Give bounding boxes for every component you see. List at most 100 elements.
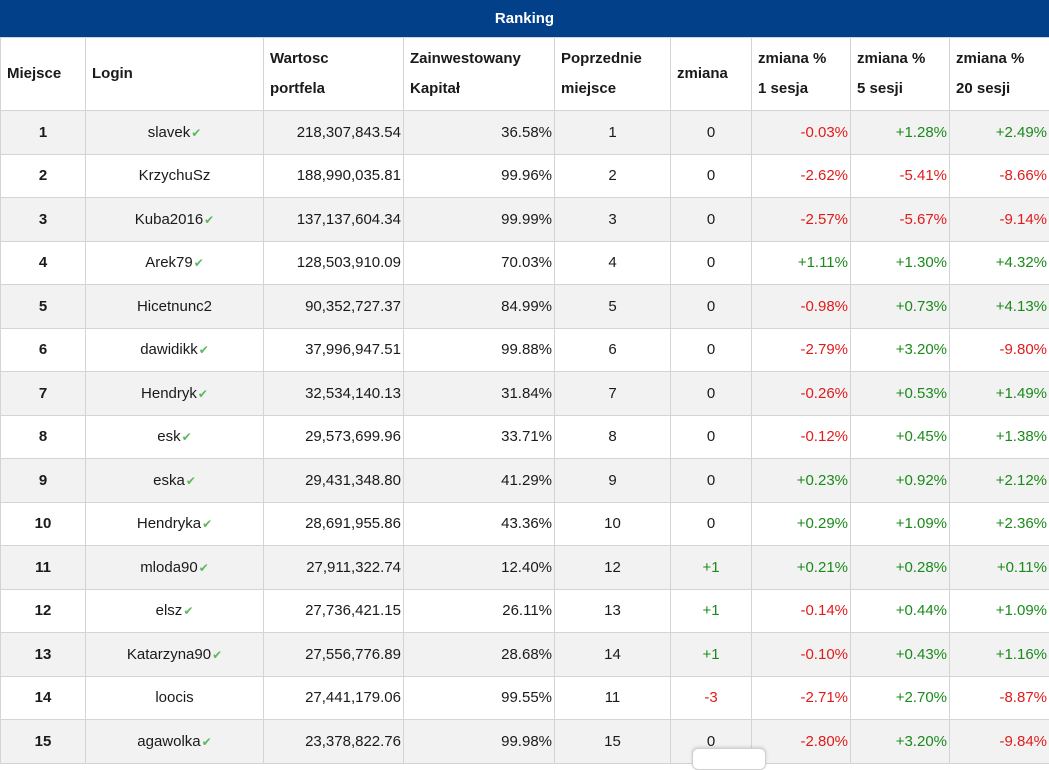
change-1-session-cell: -0.14%	[752, 589, 851, 633]
login-link[interactable]: KrzychuSz	[139, 167, 211, 184]
check-icon: ✔	[212, 648, 222, 662]
login-cell[interactable]: loocis	[86, 676, 264, 720]
change-5-sessions-cell: +0.44%	[851, 589, 950, 633]
change-5-sessions-cell: +0.45%	[851, 415, 950, 459]
portfolio-value-cell: 29,573,699.96	[264, 415, 404, 459]
check-icon: ✔	[183, 604, 193, 618]
invested-capital-cell: 28.68%	[404, 633, 555, 677]
col-header-zmiana-5-sesji[interactable]: zmiana %5 sesji	[851, 38, 950, 111]
change-cell: 0	[671, 502, 752, 546]
header-label-line1: Login	[92, 65, 133, 82]
login-cell[interactable]: Katarzyna90✔	[86, 633, 264, 677]
invested-capital-cell: 99.96%	[404, 154, 555, 198]
login-link[interactable]: elsz	[156, 602, 183, 619]
col-header-login[interactable]: Login	[86, 38, 264, 111]
change-5-sessions-cell: +0.92%	[851, 459, 950, 503]
login-cell[interactable]: dawidikk✔	[86, 328, 264, 372]
rank-cell: 2	[1, 154, 86, 198]
rank-cell: 13	[1, 633, 86, 677]
col-header-miejsce[interactable]: Miejsce	[1, 38, 86, 111]
login-link[interactable]: Arek79	[145, 254, 193, 271]
login-link[interactable]: Hendryka	[137, 515, 201, 532]
floating-tab[interactable]	[692, 748, 766, 770]
change-1-session-cell: -0.03%	[752, 111, 851, 155]
login-link[interactable]: Kuba2016	[135, 211, 203, 228]
col-header-zmiana[interactable]: zmiana	[671, 38, 752, 111]
login-link[interactable]: mloda90	[140, 559, 198, 576]
login-link[interactable]: Hendryk	[141, 385, 197, 402]
login-link[interactable]: dawidikk	[140, 341, 198, 358]
login-cell[interactable]: agawolka✔	[86, 720, 264, 764]
login-link[interactable]: slavek	[148, 124, 191, 141]
change-20-sessions-cell: +4.32%	[950, 241, 1049, 285]
change-1-session-cell: +0.23%	[752, 459, 851, 503]
login-link[interactable]: esk	[157, 428, 180, 445]
login-cell[interactable]: slavek✔	[86, 111, 264, 155]
rank-cell: 9	[1, 459, 86, 503]
login-cell[interactable]: elsz✔	[86, 589, 264, 633]
col-header-zmiana-1-sesja[interactable]: zmiana %1 sesja	[752, 38, 851, 111]
portfolio-value-cell: 27,736,421.15	[264, 589, 404, 633]
login-cell[interactable]: KrzychuSz	[86, 154, 264, 198]
change-5-sessions-cell: +3.20%	[851, 328, 950, 372]
change-5-sessions-cell: +0.28%	[851, 546, 950, 590]
login-link[interactable]: Hicetnunc2	[137, 298, 212, 315]
previous-place-cell: 13	[555, 589, 671, 633]
login-cell[interactable]: eska✔	[86, 459, 264, 503]
invested-capital-cell: 84.99%	[404, 285, 555, 329]
login-link[interactable]: loocis	[155, 689, 193, 706]
change-1-session-cell: -0.26%	[752, 372, 851, 416]
previous-place-cell: 11	[555, 676, 671, 720]
login-cell[interactable]: mloda90✔	[86, 546, 264, 590]
change-cell: 0	[671, 415, 752, 459]
change-20-sessions-cell: +1.16%	[950, 633, 1049, 677]
rank-cell: 1	[1, 111, 86, 155]
header-label-line1: zmiana %	[956, 50, 1024, 67]
change-20-sessions-cell: -9.80%	[950, 328, 1049, 372]
header-label-line2: miejsce	[561, 80, 616, 97]
change-1-session-cell: +0.21%	[752, 546, 851, 590]
change-cell: 0	[671, 241, 752, 285]
header-label-line2: portfela	[270, 80, 325, 97]
previous-place-cell: 12	[555, 546, 671, 590]
login-cell[interactable]: Hendryk✔	[86, 372, 264, 416]
login-link[interactable]: eska	[153, 472, 185, 489]
login-cell[interactable]: Arek79✔	[86, 241, 264, 285]
portfolio-value-cell: 137,137,604.34	[264, 198, 404, 242]
change-5-sessions-cell: +0.43%	[851, 633, 950, 677]
login-link[interactable]: Katarzyna90	[127, 646, 211, 663]
change-20-sessions-cell: +2.12%	[950, 459, 1049, 503]
change-5-sessions-cell: +0.53%	[851, 372, 950, 416]
check-icon: ✔	[186, 474, 196, 488]
login-cell[interactable]: Hendryka✔	[86, 502, 264, 546]
col-header-zmiana-20-sesji[interactable]: zmiana %20 sesji	[950, 38, 1049, 111]
change-cell: +1	[671, 589, 752, 633]
check-icon: ✔	[202, 517, 212, 531]
change-20-sessions-cell: -9.14%	[950, 198, 1049, 242]
login-cell[interactable]: Kuba2016✔	[86, 198, 264, 242]
login-link[interactable]: agawolka	[137, 733, 200, 750]
login-cell[interactable]: esk✔	[86, 415, 264, 459]
portfolio-value-cell: 27,556,776.89	[264, 633, 404, 677]
header-label-line1: zmiana %	[758, 50, 826, 67]
login-cell[interactable]: Hicetnunc2	[86, 285, 264, 329]
